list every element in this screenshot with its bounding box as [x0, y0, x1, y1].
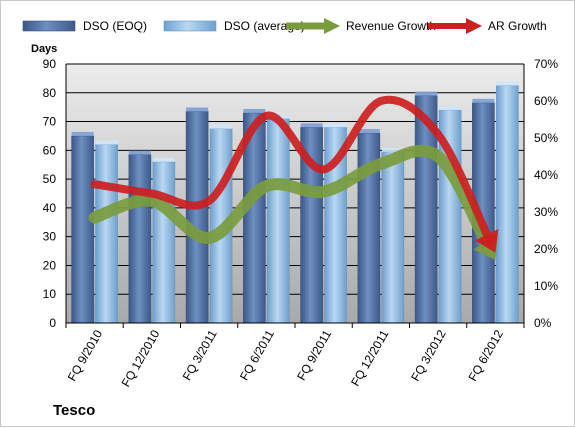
bar-dso-average [152, 161, 176, 324]
legend-arrow [324, 18, 340, 34]
legend-label: DSO (EOQ) [83, 19, 147, 33]
y-tick-label: 10 [43, 287, 57, 301]
bar-top [496, 81, 519, 86]
y-tick-label: 0 [49, 316, 56, 330]
y-tick-label: 50 [43, 172, 57, 186]
series-lines [88, 95, 499, 261]
x-tick-label: FQ 6/2012 [465, 327, 506, 383]
y2-tick-label: 10% [534, 279, 558, 293]
y2-tick-label: 40% [534, 168, 558, 182]
bar-top [439, 106, 462, 111]
bar-top [381, 147, 404, 152]
bar-dso-eoq [71, 135, 94, 324]
bar-dso-average [496, 85, 519, 324]
y-tick-label: 60 [43, 143, 57, 157]
y2-tick-label: 30% [534, 205, 558, 219]
revenue-growth-line [88, 144, 496, 256]
bar-top [357, 129, 380, 134]
bar-top [186, 107, 209, 112]
y2-tick-label: 20% [534, 242, 558, 256]
y2-tick-label: 50% [534, 131, 558, 145]
x-tick-label: FQ 3/2012 [408, 327, 449, 383]
bar-top [472, 98, 495, 103]
y-tick-label: 20 [43, 258, 57, 272]
ar-growth-arrowhead [474, 229, 499, 253]
x-tick-label: FQ 12/2010 [119, 327, 163, 389]
legend-label: Revenue Growth [346, 19, 436, 33]
bar-top [152, 157, 175, 162]
bar-top [415, 91, 438, 96]
bar-top [300, 123, 323, 128]
x-tick-label: FQ 9/2011 [294, 327, 334, 383]
legend-label: DSO (average) [224, 19, 305, 33]
y-tick-label: 30 [43, 230, 57, 244]
y2-tick-label: 60% [534, 94, 558, 108]
bar-top [324, 123, 347, 128]
legend-swatch [163, 20, 217, 32]
x-tick-label: FQ 12/2011 [348, 327, 392, 388]
bar-top [243, 108, 266, 113]
bar-dso-eoq [185, 111, 209, 324]
bar-top [210, 124, 233, 129]
company-name: Tesco [53, 402, 95, 419]
x-tick-label: FQ 6/2011 [237, 327, 277, 383]
bars [71, 81, 519, 324]
bar-dso-eoq [128, 154, 152, 324]
bar-top [95, 140, 118, 145]
y-tick-label: 80 [43, 86, 57, 100]
bar-top [128, 150, 151, 155]
legend-swatch [22, 20, 76, 32]
y-tick-label: 90 [43, 57, 57, 71]
legend-arrow [466, 18, 482, 34]
bar-top [71, 131, 94, 136]
bar-dso-average [95, 144, 118, 324]
bar-dso-average [267, 118, 290, 324]
legend: DSO (EOQ) DSO (average) Revenue Growth AR G… [22, 18, 547, 34]
y-tick-label: 70 [43, 115, 57, 129]
x-tick-label: FQ 9/2010 [65, 327, 106, 383]
bar-dso-average [381, 151, 405, 324]
y2-tick-label: 0% [534, 316, 552, 330]
y-tick-label: 40 [43, 201, 57, 215]
ar-growth-line [90, 95, 495, 246]
y2-tick-label: 70% [534, 57, 558, 71]
legend-label: AR Growth [488, 19, 547, 33]
y-axis-title: Days [31, 43, 57, 55]
x-tick-label: FQ 3/2011 [180, 327, 220, 383]
